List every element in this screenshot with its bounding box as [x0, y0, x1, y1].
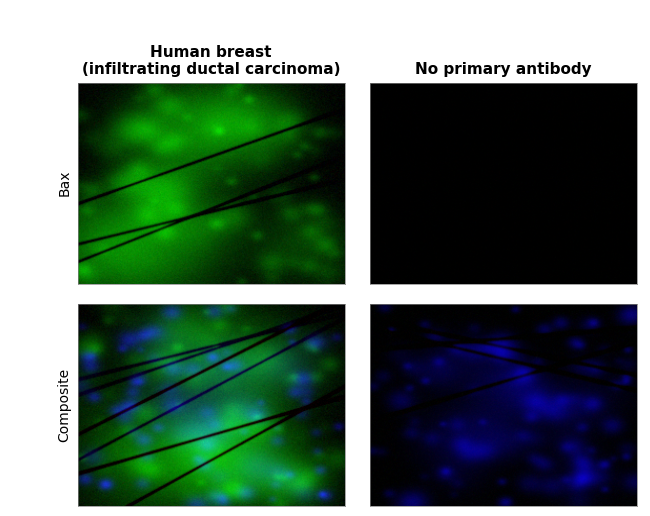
Text: Bax: Bax: [57, 170, 72, 197]
Text: Composite: Composite: [57, 368, 72, 442]
Text: Human breast
(infiltrating ductal carcinoma): Human breast (infiltrating ductal carcin…: [82, 45, 341, 77]
Text: No primary antibody: No primary antibody: [415, 62, 592, 77]
